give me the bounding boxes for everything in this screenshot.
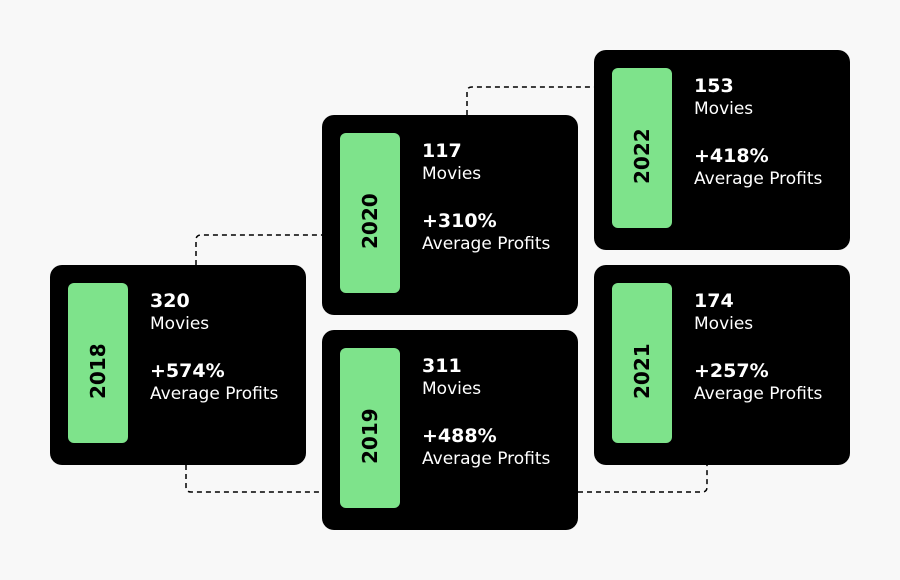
profit-label: Average Profits: [150, 384, 279, 404]
year-label: 2019: [358, 408, 382, 464]
profit-value: +310%: [422, 210, 497, 232]
connector-2020-2022: [466, 86, 594, 115]
year-tab: 2022: [612, 68, 672, 228]
connector-2018-2019: [185, 465, 322, 493]
card-2019: 2019 311 Movies +488% Average Profits: [322, 330, 578, 530]
year-label: 2018: [86, 343, 110, 399]
movies-count: 117: [422, 140, 462, 162]
movies-count: 320: [150, 290, 190, 312]
movies-count: 153: [694, 75, 734, 97]
movies-label: Movies: [694, 99, 754, 119]
year-label: 2021: [630, 343, 654, 399]
movies-label: Movies: [694, 314, 754, 334]
movies-count: 174: [694, 290, 734, 312]
profit-value: +574%: [150, 360, 225, 382]
movies-label: Movies: [150, 314, 210, 334]
profit-value: +257%: [694, 360, 769, 382]
card-2022: 2022 153 Movies +418% Average Profits: [594, 50, 850, 250]
profit-label: Average Profits: [422, 234, 551, 254]
card-2018: 2018 320 Movies +574% Average Profits: [50, 265, 306, 465]
year-label: 2022: [630, 128, 654, 184]
year-tab: 2020: [340, 133, 400, 293]
connector-2018-2020: [195, 234, 322, 265]
year-label: 2020: [358, 193, 382, 249]
movies-label: Movies: [422, 379, 482, 399]
connector-2019-2021: [578, 465, 708, 493]
profit-value: +418%: [694, 145, 769, 167]
card-2020: 2020 117 Movies +310% Average Profits: [322, 115, 578, 315]
year-tab: 2019: [340, 348, 400, 508]
card-stats: 174 Movies +257% Average Profits: [694, 289, 822, 405]
year-tab: 2021: [612, 283, 672, 443]
movies-label: Movies: [422, 164, 482, 184]
card-2021: 2021 174 Movies +257% Average Profits: [594, 265, 850, 465]
year-tab: 2018: [68, 283, 128, 443]
movies-count: 311: [422, 355, 462, 377]
card-stats: 311 Movies +488% Average Profits: [422, 354, 550, 470]
profit-label: Average Profits: [694, 169, 823, 189]
profit-value: +488%: [422, 425, 497, 447]
card-stats: 117 Movies +310% Average Profits: [422, 139, 550, 255]
card-stats: 320 Movies +574% Average Profits: [150, 289, 278, 405]
profit-label: Average Profits: [694, 384, 823, 404]
card-stats: 153 Movies +418% Average Profits: [694, 74, 822, 190]
profit-label: Average Profits: [422, 449, 551, 469]
